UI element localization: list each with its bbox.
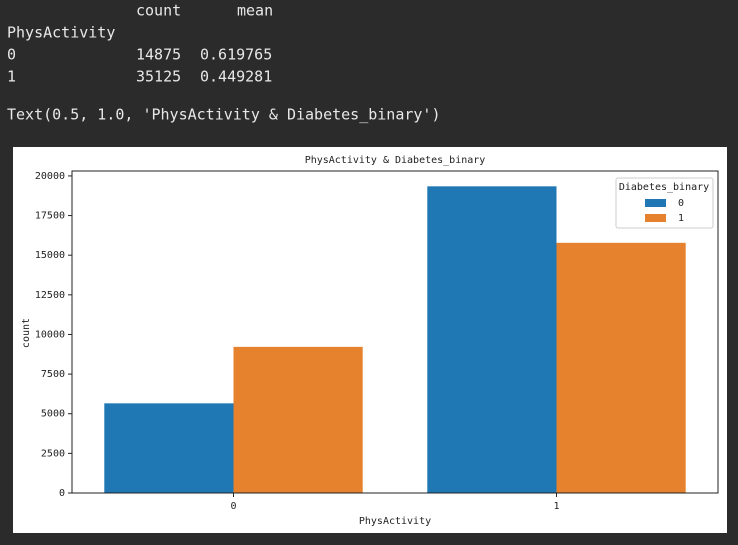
y-tick-label: 15000 xyxy=(35,250,65,261)
repr-text: Text(0.5, 1.0, 'PhysActivity & Diabetes_… xyxy=(7,106,440,124)
y-tick-label: 7500 xyxy=(41,369,65,380)
bar xyxy=(556,242,686,493)
y-tick-label: 2500 xyxy=(41,448,65,459)
y-tick-label: 20000 xyxy=(35,171,65,182)
column-header: count xyxy=(136,2,181,20)
legend-label: 1 xyxy=(678,213,684,224)
bar xyxy=(104,403,234,493)
column-header: mean xyxy=(237,2,273,20)
cell: 0.619765 xyxy=(200,46,272,64)
bar xyxy=(427,186,557,493)
legend-swatch xyxy=(645,199,666,207)
y-tick-label: 12500 xyxy=(35,290,65,301)
plot-frame xyxy=(71,170,719,494)
row-index: 0 xyxy=(7,46,16,64)
index-name: PhysActivity xyxy=(7,24,115,42)
legend-swatch xyxy=(645,214,666,222)
y-tick-label: 0 xyxy=(59,488,65,499)
cell: 35125 xyxy=(136,68,181,86)
y-tick-label: 10000 xyxy=(35,329,65,340)
x-tick-label: 0 xyxy=(230,501,236,512)
chart-title: PhysActivity & Diabetes_binary xyxy=(305,155,486,166)
cell: 0.449281 xyxy=(200,68,272,86)
legend-title: Diabetes_binary xyxy=(619,182,709,193)
x-tick-label: 1 xyxy=(553,501,559,512)
y-tick-label: 5000 xyxy=(41,409,65,420)
y-axis-label: count xyxy=(21,318,32,348)
y-tick-label: 17500 xyxy=(35,211,65,222)
bar xyxy=(233,346,363,493)
row-index: 1 xyxy=(7,68,16,86)
cell: 14875 xyxy=(136,46,181,64)
x-axis-label: PhysActivity xyxy=(359,516,431,527)
legend-label: 0 xyxy=(678,198,684,209)
